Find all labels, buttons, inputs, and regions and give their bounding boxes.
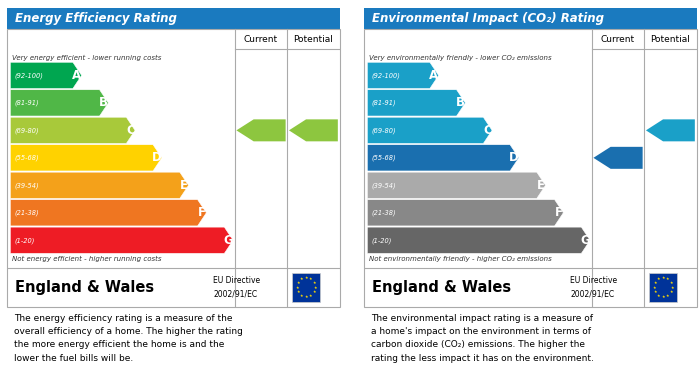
Bar [292,273,321,302]
Text: ★: ★ [314,285,317,289]
Text: A: A [72,69,81,82]
Text: C: C [483,124,492,137]
Polygon shape [594,147,643,169]
Text: D: D [153,151,162,164]
Text: (55-68): (55-68) [371,154,396,161]
Polygon shape [368,200,564,226]
Text: 71: 71 [256,124,273,137]
Text: A: A [429,69,438,82]
Text: Environmental Impact (CO₂) Rating: Environmental Impact (CO₂) Rating [372,12,604,25]
Text: ★: ★ [304,276,308,280]
Polygon shape [10,200,206,226]
Polygon shape [368,145,519,171]
Text: ★: ★ [662,276,665,280]
Text: ★: ★ [652,285,656,289]
Text: England & Wales: England & Wales [15,280,155,295]
Text: F: F [554,206,563,219]
Polygon shape [237,119,286,141]
Polygon shape [368,90,466,116]
Text: C: C [126,124,135,137]
Text: Not energy efficient - higher running costs: Not energy efficient - higher running co… [12,256,162,262]
Text: ★: ★ [666,294,669,298]
Text: 66: 66 [612,151,630,164]
Text: (1-20): (1-20) [14,237,35,244]
Text: ★: ★ [654,290,657,294]
Text: ★: ★ [300,294,304,298]
Text: ★: ★ [309,294,312,298]
Text: E: E [537,179,545,192]
Polygon shape [368,117,492,143]
Text: The energy efficiency rating is a measure of the
overall efficiency of a home. T: The energy efficiency rating is a measur… [14,314,242,362]
Text: (21-38): (21-38) [371,210,396,216]
Text: G: G [223,234,233,247]
Polygon shape [10,145,162,171]
Text: ★: ★ [657,277,661,282]
Text: ★: ★ [669,290,673,294]
Polygon shape [10,172,188,199]
Polygon shape [289,119,338,141]
Polygon shape [646,119,695,141]
Polygon shape [10,62,82,88]
Text: Energy Efficiency Rating: Energy Efficiency Rating [15,12,177,25]
Text: ★: ★ [297,290,300,294]
Text: ★: ★ [297,281,300,285]
Text: (55-68): (55-68) [14,154,39,161]
Text: England & Wales: England & Wales [372,280,512,295]
Text: (69-80): (69-80) [14,127,39,134]
Text: F: F [197,206,206,219]
Polygon shape [368,172,545,199]
Text: (92-100): (92-100) [14,72,43,79]
Text: (81-91): (81-91) [14,100,39,106]
Text: Potential: Potential [293,34,333,43]
Text: E: E [180,179,188,192]
Text: 73: 73 [665,124,682,137]
Text: ★: ★ [654,281,657,285]
Text: ★: ★ [312,290,316,294]
Text: EU Directive
2002/91/EC: EU Directive 2002/91/EC [570,276,617,299]
Text: B: B [456,96,466,109]
Text: 79: 79 [308,124,326,137]
Bar [7,8,340,29]
Text: ★: ★ [295,285,299,289]
Polygon shape [368,62,439,88]
Polygon shape [10,117,135,143]
Text: ★: ★ [304,295,308,299]
Text: The environmental impact rating is a measure of
a home's impact on the environme: The environmental impact rating is a mea… [371,314,594,362]
Bar [364,8,696,29]
Text: Not environmentally friendly - higher CO₂ emissions: Not environmentally friendly - higher CO… [369,256,552,262]
Text: ★: ★ [669,281,673,285]
Text: (1-20): (1-20) [371,237,392,244]
Text: Current: Current [244,34,278,43]
Text: (92-100): (92-100) [371,72,400,79]
Text: (81-91): (81-91) [371,100,396,106]
Text: Very energy efficient - lower running costs: Very energy efficient - lower running co… [12,55,162,61]
Text: ★: ★ [309,277,312,282]
Text: ★: ★ [666,277,669,282]
Polygon shape [368,227,590,253]
Text: (39-54): (39-54) [371,182,396,188]
Text: (39-54): (39-54) [14,182,39,188]
Text: Very environmentally friendly - lower CO₂ emissions: Very environmentally friendly - lower CO… [369,55,552,61]
Bar [649,273,678,302]
Text: ★: ★ [312,281,316,285]
Polygon shape [10,227,233,253]
Text: Potential: Potential [650,34,690,43]
Text: G: G [580,234,590,247]
Text: ★: ★ [300,277,304,282]
Text: ★: ★ [671,285,674,289]
Text: ★: ★ [662,295,665,299]
Text: EU Directive
2002/91/EC: EU Directive 2002/91/EC [213,276,260,299]
Text: D: D [510,151,519,164]
Text: B: B [99,96,108,109]
Text: Current: Current [601,34,635,43]
Polygon shape [10,90,109,116]
Text: ★: ★ [657,294,661,298]
Text: (21-38): (21-38) [14,210,39,216]
Text: (69-80): (69-80) [371,127,396,134]
